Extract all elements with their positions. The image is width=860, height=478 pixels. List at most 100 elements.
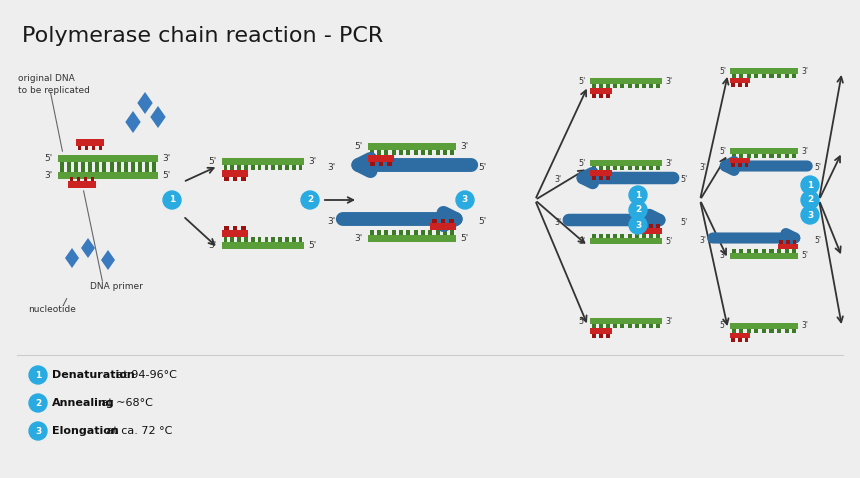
Text: Elongation: Elongation xyxy=(52,426,119,436)
Bar xyxy=(620,166,624,170)
Bar xyxy=(777,154,781,158)
Text: 3': 3' xyxy=(699,163,706,173)
Bar xyxy=(399,230,403,235)
Bar xyxy=(599,334,603,338)
Bar xyxy=(792,74,796,78)
Bar xyxy=(224,165,227,170)
Text: 1: 1 xyxy=(35,370,41,380)
Bar xyxy=(222,158,304,165)
Bar xyxy=(738,338,742,342)
Text: 5': 5' xyxy=(814,236,821,245)
Bar xyxy=(730,148,798,154)
Bar xyxy=(377,230,381,235)
Bar xyxy=(656,84,660,88)
Bar xyxy=(414,230,418,235)
Bar xyxy=(84,146,89,150)
Text: 3': 3' xyxy=(555,175,562,185)
Text: 5': 5' xyxy=(665,237,673,246)
Text: 3': 3' xyxy=(308,157,316,166)
Bar xyxy=(635,166,639,170)
Bar xyxy=(590,170,612,176)
Bar xyxy=(242,177,246,181)
Bar xyxy=(421,150,425,155)
Bar xyxy=(592,334,596,338)
Text: 2: 2 xyxy=(35,399,41,408)
Text: 3': 3' xyxy=(354,234,363,243)
Bar xyxy=(740,74,743,78)
Bar xyxy=(265,237,268,242)
Bar xyxy=(83,177,88,181)
Bar xyxy=(770,74,774,78)
Bar xyxy=(436,150,439,155)
Bar xyxy=(620,324,624,328)
Bar xyxy=(443,150,447,155)
Bar xyxy=(232,226,237,230)
Bar xyxy=(77,177,80,181)
Text: 1: 1 xyxy=(807,181,813,189)
Bar xyxy=(649,166,653,170)
Bar xyxy=(745,338,748,342)
Bar xyxy=(67,167,71,172)
Bar xyxy=(590,238,662,244)
Bar xyxy=(599,176,603,180)
Bar xyxy=(272,237,275,242)
Bar xyxy=(730,333,750,338)
Bar xyxy=(754,249,759,253)
Bar xyxy=(592,176,596,180)
Bar xyxy=(592,324,595,328)
Bar xyxy=(90,177,95,181)
Bar xyxy=(77,146,82,150)
Bar xyxy=(732,249,736,253)
Bar xyxy=(792,329,796,333)
Bar xyxy=(74,162,77,167)
Bar xyxy=(730,78,750,83)
Bar xyxy=(58,155,158,162)
Bar xyxy=(387,162,392,166)
Bar xyxy=(258,237,261,242)
Bar xyxy=(298,237,303,242)
Bar xyxy=(384,230,389,235)
Text: at ca. 72 °C: at ca. 72 °C xyxy=(103,426,172,436)
Text: 3': 3' xyxy=(209,241,217,250)
Bar xyxy=(635,84,639,88)
Bar xyxy=(746,74,751,78)
Bar xyxy=(224,237,227,242)
Bar xyxy=(406,230,410,235)
Bar xyxy=(449,219,454,223)
Bar xyxy=(640,228,662,234)
Text: 2: 2 xyxy=(307,196,313,205)
Bar xyxy=(746,249,751,253)
Bar xyxy=(414,150,418,155)
Bar xyxy=(428,230,433,235)
Bar xyxy=(635,234,639,238)
Text: 3': 3' xyxy=(328,217,336,226)
Bar xyxy=(278,237,282,242)
Bar xyxy=(730,253,798,259)
Bar xyxy=(732,74,736,78)
Text: 3': 3' xyxy=(45,171,53,180)
Text: 3: 3 xyxy=(462,196,468,205)
Bar xyxy=(778,244,798,249)
Bar xyxy=(99,146,102,150)
Circle shape xyxy=(29,422,47,440)
Bar xyxy=(391,230,396,235)
Bar xyxy=(642,234,646,238)
Bar xyxy=(131,162,135,167)
Bar xyxy=(730,158,750,163)
Bar xyxy=(152,167,157,172)
Bar xyxy=(732,163,735,167)
Bar xyxy=(443,230,447,235)
Bar xyxy=(599,324,603,328)
Bar xyxy=(732,83,735,87)
Bar xyxy=(777,74,781,78)
Bar xyxy=(613,84,617,88)
Bar xyxy=(606,334,611,338)
Bar xyxy=(770,154,774,158)
Bar xyxy=(59,162,64,167)
Bar xyxy=(436,230,439,235)
Bar xyxy=(590,88,612,94)
Bar xyxy=(649,224,653,228)
Bar xyxy=(779,240,783,244)
Bar xyxy=(754,154,759,158)
Polygon shape xyxy=(150,106,166,128)
